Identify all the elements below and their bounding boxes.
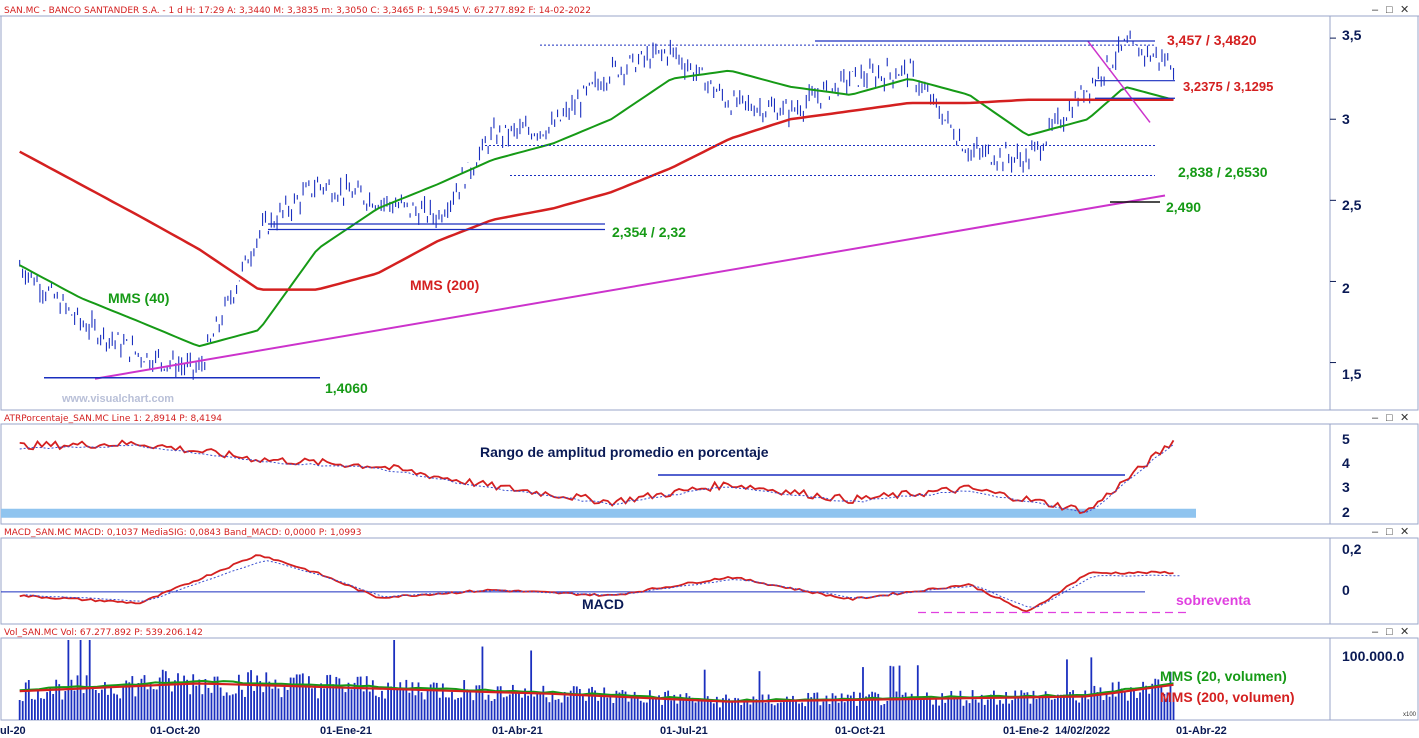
level-label: 3,457 / 3,4820 [1167,32,1257,48]
close-icon[interactable]: ✕ [1400,412,1409,424]
maximize-icon[interactable]: □ [1386,526,1393,538]
atr-y-tick: 2 [1342,504,1350,520]
panel-frames [0,15,1419,721]
axis-frame [1329,537,1419,625]
atr-header: ATRPorcentaje_SAN.MC Line 1: 2,8914 P: 8… [4,414,222,424]
level-label: 2,490 [1166,199,1201,215]
volume-panel[interactable] [18,640,1175,720]
price-window-controls[interactable]: – □ ✕ [1372,4,1409,16]
x-axis-label: 14/02/2022 [1055,725,1110,737]
maximize-icon[interactable]: □ [1386,4,1393,16]
volume-y-tick: 100.000.0 [1342,648,1404,664]
x-axis-label: 01-Abr-22 [1176,725,1227,737]
atr-y-tick: 4 [1342,455,1350,471]
level-label: 2,354 / 2,32 [612,224,686,240]
volume-header: Vol_SAN.MC Vol: 67.277.892 P: 539.206.14… [4,628,203,638]
close-icon[interactable]: ✕ [1400,4,1409,16]
mms40-label: MMS (40) [108,290,169,306]
x-axis-label: 01-Abr-21 [492,725,543,737]
volume-mms200-label: MMS (200, volumen) [1160,689,1295,705]
price-y-tick: 2 [1342,280,1350,296]
watermark: www.visualchart.com [61,393,174,405]
sobreventa-label: sobreventa [1176,592,1251,608]
volume-corner-label: x100 [1403,712,1417,718]
x-axis-label: 01-Jul-21 [660,725,708,737]
minimize-icon[interactable]: – [1372,526,1379,538]
macd-signal-line [25,560,1180,608]
x-axis-label: 01-Oct-20 [150,725,200,737]
macd-header: MACD_SAN.MC MACD: 0,1037 MediaSIG: 0,084… [4,528,362,538]
macd-window-controls[interactable]: – □ ✕ [1372,526,1409,538]
price-y-tick: 3,5 [1342,27,1362,43]
macd-y-tick: 0,2 [1342,541,1362,557]
resistance-trendline [1087,40,1151,123]
price-panel[interactable] [19,30,1336,380]
axis-frame [1329,423,1419,525]
atr-y-tick: 5 [1342,431,1350,447]
trendline [94,194,1166,380]
mms200-line [19,98,1174,291]
volume-mms200-line [19,682,1174,703]
macd-line [19,554,1174,613]
price-y-tick: 2,5 [1342,197,1362,213]
price-y-tick: 3 [1342,111,1350,127]
atr-panel[interactable] [1,439,1196,518]
close-icon[interactable]: ✕ [1400,526,1409,538]
x-axis-label: ul-20 [0,725,26,737]
x-axis-label: 01-Ene-2 [1003,725,1049,737]
minimize-icon[interactable]: – [1372,412,1379,424]
x-axis-label: 01-Oct-21 [835,725,885,737]
level-label: 3,2375 / 3,1295 [1183,79,1273,94]
atr-line [19,439,1175,515]
minimize-icon[interactable]: – [1372,626,1379,638]
atr-window-controls[interactable]: – □ ✕ [1372,412,1409,424]
mms200-label: MMS (200) [410,277,479,293]
macd-title: MACD [582,596,624,612]
level-label: 2,838 / 2,6530 [1178,164,1268,180]
close-icon[interactable]: ✕ [1400,626,1409,638]
atr-signal-line [19,444,1174,513]
macd-y-tick: 0 [1342,582,1350,598]
atr-y-tick: 3 [1342,479,1350,495]
atr-title: Rango de amplitud promedio en porcentaje [480,444,769,460]
maximize-icon[interactable]: □ [1386,412,1393,424]
atr-band [1,508,1196,518]
price-header: SAN.MC - BANCO SANTANDER S.A. - 1 d H: 1… [4,6,591,16]
maximize-icon[interactable]: □ [1386,626,1393,638]
volume-mms20-label: MMS (20, volumen) [1160,668,1287,684]
axis-frame [1329,637,1419,721]
level-label: 1,4060 [325,380,368,396]
volume-window-controls[interactable]: – □ ✕ [1372,626,1409,638]
macd-panel[interactable] [1,554,1190,614]
minimize-icon[interactable]: – [1372,4,1379,16]
x-axis-label: 01-Ene-21 [320,725,372,737]
price-y-tick: 1,5 [1342,366,1362,382]
